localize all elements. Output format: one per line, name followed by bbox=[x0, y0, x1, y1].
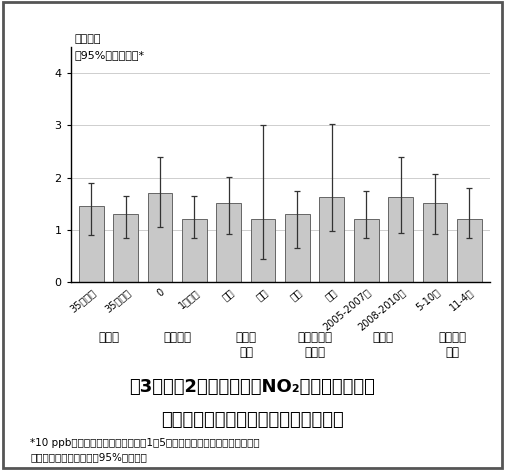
Text: オッズ比: オッズ比 bbox=[74, 34, 100, 44]
Bar bbox=[147, 193, 172, 282]
Text: 妊娠した
季節: 妊娠した 季節 bbox=[438, 331, 466, 360]
Bar bbox=[354, 219, 379, 282]
Text: 妊娠高血圧
症候群: 妊娠高血圧 症候群 bbox=[297, 331, 332, 360]
Text: 出産年: 出産年 bbox=[373, 331, 394, 345]
Text: 図3．出産2日前の日平均NO₂濃度と常位胎盤: 図3．出産2日前の日平均NO₂濃度と常位胎盤 bbox=[130, 378, 375, 396]
Bar bbox=[250, 219, 275, 282]
Bar bbox=[285, 214, 310, 282]
Bar bbox=[320, 197, 344, 282]
Text: 妊娠中
喫煙: 妊娠中 喫煙 bbox=[235, 331, 257, 360]
Bar bbox=[457, 219, 482, 282]
Bar bbox=[113, 214, 138, 282]
Text: *10 ppb上昇に対する気温及び出産1～5日前までの日平均濃度を調整した: *10 ppb上昇に対する気温及び出産1～5日前までの日平均濃度を調整した bbox=[30, 438, 260, 448]
Bar bbox=[388, 197, 413, 282]
Bar bbox=[216, 203, 241, 282]
Text: 早期剥離との関連についての層別検討: 早期剥離との関連についての層別検討 bbox=[161, 411, 344, 429]
Text: （95%信頼区間）*: （95%信頼区間）* bbox=[74, 50, 144, 60]
Text: オッズ比．エラーバーは95%信頼区間: オッズ比．エラーバーは95%信頼区間 bbox=[30, 452, 147, 462]
Bar bbox=[423, 203, 447, 282]
Text: 出産回数: 出産回数 bbox=[163, 331, 191, 345]
Bar bbox=[182, 219, 207, 282]
Bar bbox=[79, 206, 104, 282]
Text: 母年齢: 母年齢 bbox=[98, 331, 119, 345]
